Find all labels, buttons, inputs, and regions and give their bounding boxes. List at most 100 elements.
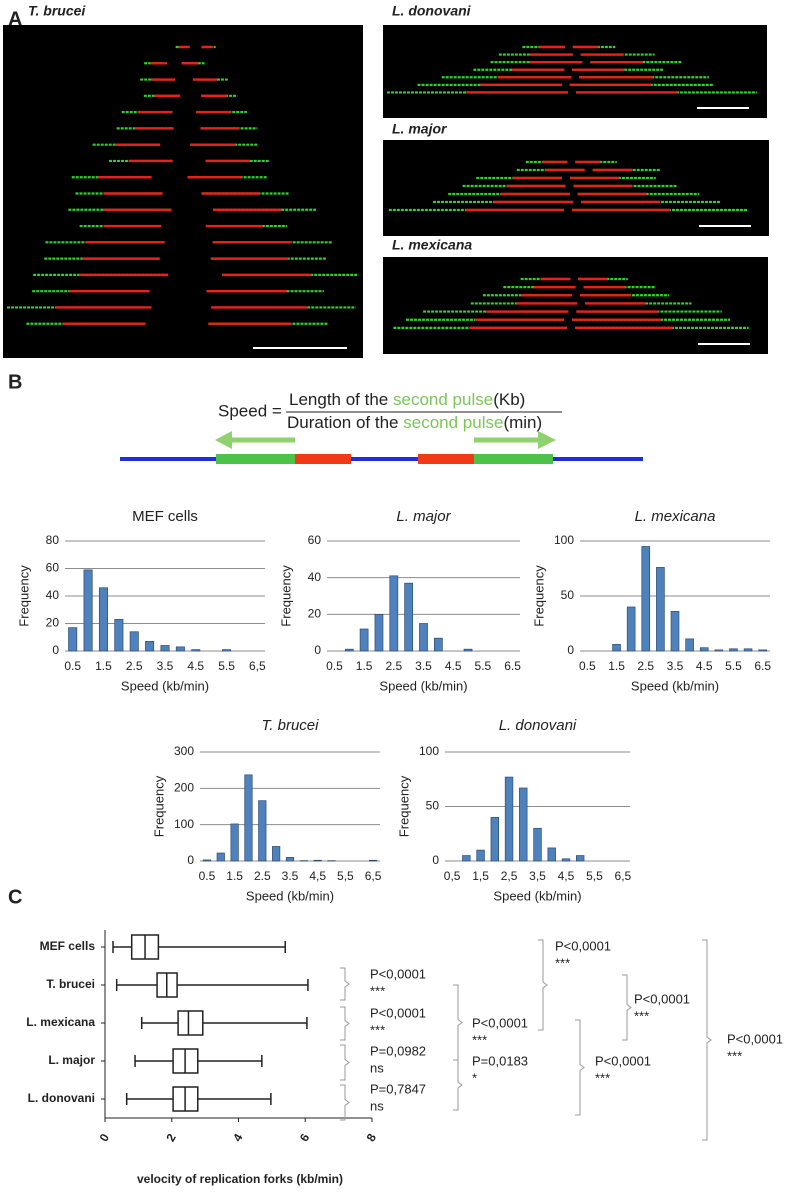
y-tick-label: 0 [52,643,59,657]
bar [175,646,185,652]
x-axis-label: Speed (kb/min) [631,678,719,693]
x-tick-label: 0.5 [64,659,81,673]
bar [98,587,108,652]
bar [670,611,680,652]
panel-label: A [8,8,22,30]
formula-numerator: Length of the second pulse(Kb) [289,390,525,409]
bar [547,847,556,862]
bar [359,628,369,652]
chart-title: L. mexicana [635,508,716,525]
bar [230,823,239,862]
significance: *** [370,1022,385,1037]
significance: *** [634,1008,649,1023]
x-tick-label: 3.5 [415,659,432,673]
y-tick-label: 60 [46,561,60,575]
bar [656,567,665,652]
significance: ns [370,1098,384,1113]
x-tick-label: 1.5 [608,659,625,673]
micrograph [383,25,767,118]
y-tick-label: 20 [46,616,60,630]
x-tick-label: 3.5 [282,869,299,883]
bar [490,817,500,862]
bar [463,648,473,652]
micrograph [3,25,363,358]
bracket [575,1019,585,1116]
bar [641,546,651,652]
significance: ns [370,1060,384,1075]
category-label: MEF cells [40,939,96,953]
formula-text: Length of the [289,390,388,409]
bar [222,649,232,652]
chart-title: MEF cells [132,508,198,525]
bar [160,645,170,652]
x-tick-label: 4,5 [558,869,575,883]
arrow-head [538,431,556,449]
bar [404,582,414,652]
bar [389,575,399,652]
bar [758,649,767,652]
x-tick-label: 1,5 [472,869,489,883]
y-tick-label: 200 [174,781,194,795]
micrograph [383,257,768,354]
bar [145,641,155,652]
formula-text: (min) [503,413,542,432]
bar [114,619,124,652]
y-tick-label: 20 [308,607,322,621]
x-axis-label: Speed (kb/min) [493,888,581,903]
y-tick-label: 40 [308,570,322,584]
bar [714,649,724,652]
significance: * [472,1070,477,1085]
formula-highlight: second pulse [403,413,503,432]
p-value: P<0,0001 [727,1031,783,1046]
bar [462,855,471,862]
bar [258,800,267,862]
bar [129,631,139,652]
x-axis-label: velocity of replication forks (kb/min) [137,1172,343,1186]
x-tick-label: 5.5 [475,659,492,673]
x-tick-label: 6,5 [615,869,632,883]
green-pulse [216,454,295,464]
y-axis-label: Frequency [278,565,293,627]
x-tick-label: 0.5 [579,659,596,673]
bar [626,606,636,652]
y-tick-label: 60 [308,533,322,547]
formula-denominator: Duration of the second pulse(min) [287,413,542,432]
y-tick-label: 0 [314,643,321,657]
bar [313,859,322,862]
p-value: P<0,0001 [370,1005,426,1020]
bracket [340,967,350,1001]
x-tick-label: 0.5 [199,869,216,883]
x-tick-label: 4.5 [696,659,713,673]
panel-label: B [8,371,22,393]
p-value: P<0,0001 [472,1015,528,1030]
image-title: L. major [392,121,448,137]
formula-lhs: Speed = [218,401,282,420]
category-label: T. brucei [46,977,95,991]
x-axis-label: Speed (kb/min) [246,888,334,903]
micrograph [383,140,769,236]
y-tick-label: 50 [426,799,440,813]
y-tick-label: 0 [187,853,194,867]
arrow-head [215,431,232,449]
x-tick-label: 5.5 [725,659,742,673]
bar [368,859,378,862]
x-tick-label: 0 [97,1131,113,1144]
bar [202,859,212,862]
formula-text: (Kb) [493,390,525,409]
y-tick-label: 300 [174,744,194,758]
bracket [622,974,632,1041]
bar [476,849,485,862]
bracket [538,939,548,1031]
x-tick-label: 3.5 [157,659,174,673]
x-tick-label: 6,5 [249,659,266,673]
p-value: P<0,0001 [555,938,611,953]
category-label: L. mexicana [26,1015,95,1029]
p-value: P<0,0001 [595,1053,651,1068]
y-tick-label: 100 [419,744,439,758]
red-pulse [295,454,351,464]
chart-title: L. major [396,508,451,525]
bar [344,648,354,652]
formula-text: Duration of the [287,413,399,432]
x-tick-label: 4.5 [445,659,462,673]
